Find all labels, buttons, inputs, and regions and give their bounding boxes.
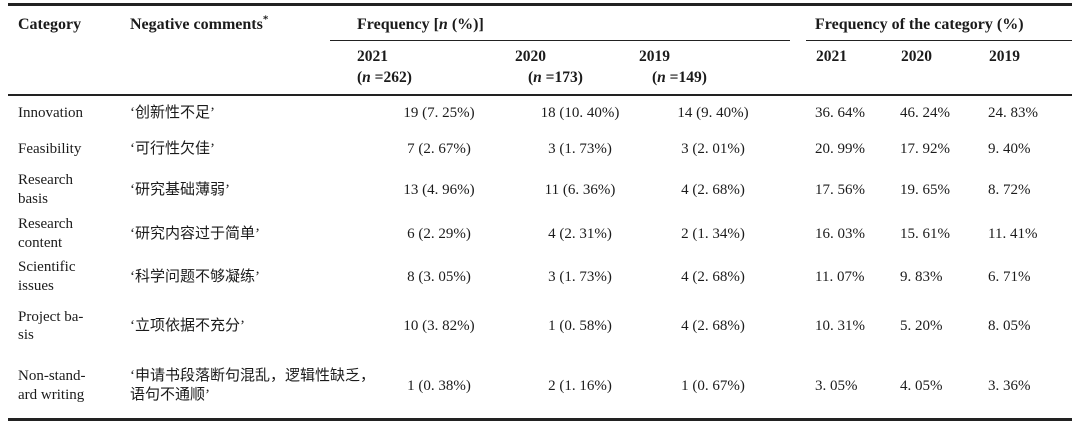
sample-size-label: (n =262) [357, 69, 412, 87]
subheader-frequency-2020: 2020 (n =173) [515, 40, 664, 96]
frequency-2021-cell: 19 (7. 25%) [403, 105, 475, 121]
category-frequency-2021-cell: 16. 03% [815, 225, 866, 242]
category-frequency-2019-cell: 6. 71% [988, 268, 1031, 285]
italic-n: n [438, 16, 448, 33]
subheader-frequency-2021: 2021 (n =262) [357, 40, 540, 96]
sub-header-row: 2021 (n =262) 2020 (n =173) 2019 (n =149… [8, 40, 1073, 96]
category-cell: Research content [18, 216, 73, 251]
year-label: 2019 [639, 47, 670, 65]
subheader-category-2020: 2020 [891, 40, 980, 96]
category-cell: Feasibility [18, 140, 82, 157]
category-frequency-2020-cell: 15. 61% [900, 225, 951, 242]
asterisk-footnote-marker: * [262, 13, 269, 26]
frequency-2020-cell: 2 (1. 16%) [548, 377, 612, 394]
category-frequency-2020-cell: 4. 05% [900, 377, 943, 394]
frequency-2020-cell: 4 (2. 31%) [548, 225, 612, 242]
table-header: Category Negative comments* Frequency [n… [8, 4, 1073, 96]
frequency-2020-cell: 3 (1. 73%) [548, 140, 612, 157]
year-label: 2020 [515, 47, 546, 65]
category-frequency-2021-cell: 10. 31% [815, 318, 866, 334]
frequency-2020-cell: 3 (1. 73%) [548, 268, 612, 285]
frequency-2019-cell: 14 (9. 40%) [677, 105, 749, 121]
category-frequency-2021-cell: 20. 99% [815, 140, 866, 157]
comment-cell: ‘研究内容过于简单’ [130, 225, 260, 242]
negative-comments-label: Negative comments [130, 16, 263, 33]
frequency-2021-cell: 7 (2. 67%) [407, 140, 471, 157]
table-row: Project ba- sis ‘立项依据不充分’ 10 (3. 82%) 1 (0.… [8, 299, 1072, 354]
frequency-2021-cell: 10 (3. 82%) [403, 318, 475, 334]
frequency-group-label-end: (%)] [447, 16, 484, 33]
year-label: 2021 [357, 47, 388, 65]
sample-size-label: (n =149) [652, 69, 707, 87]
frequency-2019-cell: 4 (2. 68%) [681, 268, 745, 285]
table-row: Scientific issues ‘科学问题不够凝练’ 8 (3. 05%) 3 (… [8, 255, 1072, 299]
frequency-2021-cell: 8 (3. 05%) [407, 268, 471, 285]
table-body: Innovation ‘创新性不足’ 19 (7. 25%) 18 (10. 40%)… [8, 95, 1072, 420]
category-cell: Non-stand- ard writing [18, 368, 86, 404]
category-frequency-2019-cell: 8. 72% [988, 181, 1031, 198]
category-frequency-2021-cell: 3. 05% [815, 377, 858, 394]
comment-cell: ‘创新性不足’ [130, 105, 215, 121]
category-frequency-2019-cell: 11. 41% [988, 225, 1038, 242]
frequency-2019-cell: 1 (0. 67%) [681, 377, 745, 394]
category-cell: Innovation [18, 105, 83, 121]
frequency-2019-cell: 3 (2. 01%) [681, 140, 745, 157]
category-frequency-2020-cell: 19. 65% [900, 181, 951, 198]
category-frequency-2019-cell: 8. 05% [988, 318, 1031, 334]
frequency-2019-cell: 2 (1. 34%) [681, 225, 745, 242]
table-row: Innovation ‘创新性不足’ 19 (7. 25%) 18 (10. 40%)… [8, 95, 1072, 131]
col-header-category: Category [8, 4, 120, 96]
category-frequency-2020-cell: 46. 24% [900, 105, 951, 121]
category-frequency-group-label: Frequency of the category (%) [806, 16, 1073, 41]
comment-cell: ‘立项依据不充分’ [130, 318, 245, 334]
category-frequency-2021-cell: 17. 56% [815, 181, 866, 198]
comment-cell: ‘申请书段落断句混乱，逻辑性缺乏， 语句不通顺’ [130, 368, 375, 404]
frequency-group-label: Frequency [ [357, 16, 439, 33]
comment-cell: ‘科学问题不够凝练’ [130, 268, 260, 285]
category-frequency-2019-cell: 3. 36% [988, 377, 1031, 394]
col-group-category-frequency: Frequency of the category (%) [806, 5, 1073, 41]
category-cell: Research basis [18, 172, 73, 207]
group-header-row: Category Negative comments* Frequency [n… [8, 4, 1073, 96]
frequency-2021-cell: 13 (4. 96%) [403, 181, 475, 198]
col-group-frequency: Frequency [n (%)] [330, 5, 806, 41]
category-frequency-2020-cell: 17. 92% [900, 140, 951, 157]
frequency-2019-cell: 4 (2. 68%) [681, 318, 745, 334]
category-frequency-2021-cell: 11. 07% [815, 268, 865, 285]
col-header-negative-comments: Negative comments* [120, 4, 382, 96]
table-row: Research basis ‘研究基础薄弱’ 13 (4. 96%) 11 (6. … [8, 167, 1072, 213]
subheader-category-2021: 2021 [806, 40, 892, 96]
category-frequency-2020-cell: 5. 20% [900, 318, 943, 334]
sample-size-label: (n =173) [528, 69, 583, 87]
negative-comments-table: Category Negative comments* Frequency [n… [8, 3, 1073, 422]
subheader-category-2019: 2019 [979, 40, 1073, 96]
frequency-2020-cell: 18 (10. 40%) [540, 105, 620, 121]
category-cell: Scientific issues [18, 259, 76, 294]
category-frequency-2020-cell: 9. 83% [900, 268, 943, 285]
frequency-2020-cell: 11 (6. 36%) [544, 181, 616, 198]
frequency-2020-cell: 1 (0. 58%) [548, 318, 612, 334]
comment-cell: ‘可行性欠佳’ [130, 140, 215, 157]
table-row: Feasibility ‘可行性欠佳’ 7 (2. 67%) 3 (1. 73%) 3 … [8, 131, 1072, 167]
category-frequency-2021-cell: 36. 64% [815, 105, 866, 121]
frequency-2021-cell: 1 (0. 38%) [407, 377, 471, 394]
category-frequency-2019-cell: 24. 83% [988, 105, 1039, 121]
category-frequency-2019-cell: 9. 40% [988, 140, 1031, 157]
frequency-2021-cell: 6 (2. 29%) [407, 225, 471, 242]
category-cell: Project ba- sis [18, 308, 84, 344]
frequency-2019-cell: 4 (2. 68%) [681, 181, 745, 198]
table-row: Non-stand- ard writing ‘申请书段落断句混乱，逻辑性缺乏， … [8, 354, 1072, 420]
table-row: Research content ‘研究内容过于简单’ 6 (2. 29%) 4 (2… [8, 213, 1072, 255]
comment-cell: ‘研究基础薄弱’ [130, 181, 230, 198]
subheader-frequency-2019: 2019 (n =149) [639, 40, 807, 96]
